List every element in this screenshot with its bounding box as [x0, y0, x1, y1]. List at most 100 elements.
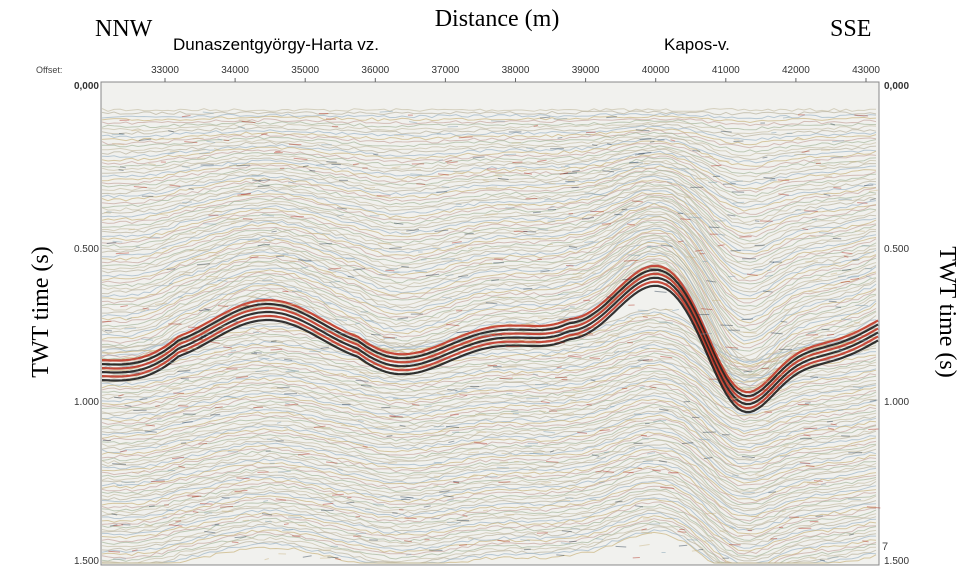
- noise: [116, 253, 129, 254]
- noise: [203, 224, 216, 225]
- noise: [265, 521, 272, 522]
- direction-left: NNW: [95, 16, 153, 42]
- y-tick-label-right: 0,000: [884, 81, 909, 92]
- noise: [232, 542, 239, 543]
- noise: [262, 280, 273, 281]
- x-tick-label: 38000: [502, 65, 530, 76]
- noise: [665, 283, 670, 284]
- annotation: Dunaszentgyörgy-Harta vz.: [173, 35, 379, 54]
- noise: [734, 141, 744, 142]
- noise: [571, 529, 580, 530]
- noise: [590, 211, 604, 212]
- noise: [810, 521, 819, 522]
- y-axis-label: TWT time (s): [28, 246, 54, 378]
- noise: [709, 227, 720, 228]
- noise: [401, 266, 409, 267]
- noise: [704, 541, 713, 542]
- noise: [149, 506, 155, 507]
- noise: [434, 476, 440, 477]
- noise: [227, 218, 239, 219]
- noise: [144, 525, 152, 526]
- noise: [162, 248, 167, 249]
- noise: [512, 143, 522, 144]
- noise: [526, 398, 539, 399]
- noise: [554, 119, 567, 120]
- x-axis-label: Offset:: [36, 65, 62, 75]
- noise: [114, 397, 121, 398]
- noise: [523, 231, 536, 232]
- noise: [524, 342, 536, 343]
- noise: [491, 121, 505, 122]
- annotation: Kapos-v.: [664, 35, 730, 54]
- noise: [181, 379, 189, 380]
- noise: [497, 467, 509, 468]
- noise: [552, 389, 563, 390]
- noise: [298, 260, 311, 261]
- noise: [864, 185, 873, 186]
- noise: [556, 501, 570, 502]
- x-tick-label: 43000: [852, 65, 880, 76]
- noise: [839, 349, 844, 350]
- noise: [416, 184, 425, 185]
- noise: [687, 540, 698, 541]
- noise: [236, 165, 250, 166]
- noise: [699, 439, 711, 440]
- noise: [810, 377, 818, 378]
- noise: [212, 525, 219, 526]
- noise: [848, 499, 861, 500]
- noise: [258, 358, 269, 359]
- y-tick-label: 0.500: [74, 244, 99, 255]
- noise: [433, 485, 438, 486]
- noise: [643, 317, 648, 318]
- noise: [119, 133, 124, 134]
- noise: [704, 513, 716, 514]
- noise: [833, 238, 841, 239]
- noise: [506, 321, 517, 322]
- noise: [381, 407, 390, 408]
- noise: [808, 291, 819, 292]
- noise: [761, 368, 769, 369]
- noise: [638, 360, 649, 361]
- noise: [218, 371, 228, 372]
- noise: [827, 421, 833, 422]
- noise: [701, 333, 712, 334]
- noise: [623, 472, 634, 473]
- noise: [561, 309, 569, 310]
- noise: [182, 202, 192, 203]
- noise: [102, 321, 111, 322]
- noise: [812, 219, 817, 220]
- noise: [436, 192, 447, 193]
- noise: [650, 141, 655, 142]
- y-tick-label-right: 0.500: [884, 244, 909, 255]
- noise: [475, 414, 486, 415]
- noise: [378, 243, 391, 244]
- noise: [721, 131, 732, 132]
- noise: [827, 334, 834, 335]
- noise: [373, 504, 384, 505]
- title: Distance (m): [435, 6, 560, 32]
- noise: [762, 390, 770, 391]
- noise: [512, 162, 522, 163]
- noise: [638, 310, 648, 311]
- noise: [459, 395, 467, 396]
- noise: [388, 463, 397, 464]
- noise: [319, 243, 332, 244]
- noise: [447, 522, 461, 523]
- noise: [814, 481, 823, 482]
- noise: [678, 532, 687, 533]
- noise: [823, 288, 836, 289]
- noise: [200, 504, 213, 505]
- noise: [356, 533, 366, 534]
- x-tick-label: 42000: [782, 65, 810, 76]
- noise: [821, 329, 829, 330]
- noise: [533, 374, 538, 375]
- noise: [498, 482, 510, 483]
- noise: [258, 186, 270, 187]
- noise: [769, 361, 781, 362]
- x-tick-label: 39000: [572, 65, 600, 76]
- figure-number: 7: [882, 541, 888, 553]
- noise: [129, 372, 140, 373]
- y-tick-label: 0,000: [74, 81, 99, 92]
- noise: [495, 334, 502, 335]
- noise: [805, 403, 811, 404]
